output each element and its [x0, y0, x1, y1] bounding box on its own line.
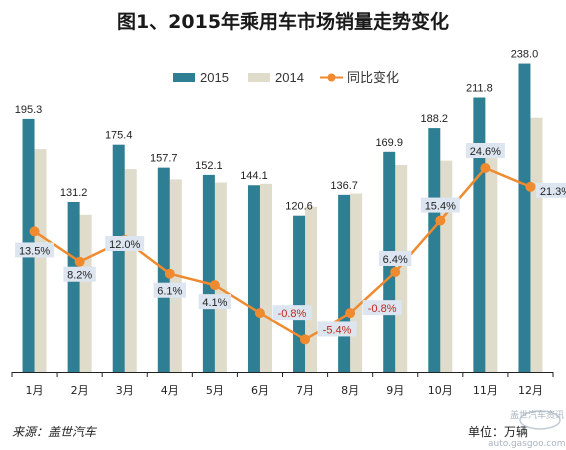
bar-2015 [202, 174, 215, 372]
bar-2014 [530, 117, 543, 373]
x-tick-label: 2月 [71, 384, 89, 397]
x-tick-label: 12月 [518, 384, 543, 397]
watermark: 盖世汽车资讯 auto.gasgoo.com [488, 409, 566, 449]
yoy-label-box [153, 282, 186, 298]
bar-2014 [79, 214, 92, 372]
bar-2014 [124, 169, 137, 372]
yoy-label-box [272, 305, 312, 321]
yoy-label-box [63, 266, 96, 282]
x-tick-label: 9月 [386, 384, 404, 397]
yoy-label: 24.6% [470, 146, 501, 158]
yoy-label-box [535, 182, 566, 198]
x-tick-label: 11月 [473, 384, 498, 397]
yoy-label: 12.0% [109, 239, 140, 251]
bar-2014 [259, 183, 272, 372]
x-tick-label: 10月 [428, 384, 453, 397]
yoy-point [300, 334, 311, 345]
yoy-label-box [198, 294, 232, 310]
yoy-label: -0.8% [368, 303, 397, 315]
watermark-text-2: auto.gasgoo.com [488, 439, 566, 449]
yoy-point [345, 308, 356, 319]
bar-2014 [440, 160, 453, 372]
yoy-label: -5.4% [323, 324, 352, 336]
yoy-label-box [420, 197, 460, 213]
bar-value-label: 238.0 [511, 49, 539, 61]
yoy-label-box [379, 251, 412, 266]
yoy-label: 6.4% [383, 254, 408, 266]
x-tick-label: 3月 [116, 384, 134, 397]
yoy-label: 21.3% [540, 186, 566, 198]
yoy-label: 15.4% [425, 201, 456, 213]
legend: 2015 2014 同比变化 [173, 70, 399, 85]
gasgoo-logo [519, 410, 561, 430]
yoy-point [480, 163, 491, 173]
bar-value-label: 169.9 [375, 137, 403, 149]
bar-2015 [293, 215, 306, 372]
legend-label-2015: 2015 [200, 70, 229, 85]
yoy-point [164, 268, 175, 279]
source-note: 来源：盖世汽车 [12, 425, 98, 439]
yoy-point [254, 308, 265, 319]
x-tick-label: 4月 [161, 384, 179, 397]
yoy-label: -0.8% [278, 308, 307, 320]
x-tick-label: 1月 [26, 384, 44, 397]
yoy-point [390, 267, 401, 277]
bar-value-label: 152.1 [195, 160, 223, 172]
bar-value-label: 211.8 [466, 83, 493, 95]
bar-value-label: 120.6 [285, 201, 313, 213]
bar-2014 [485, 151, 498, 372]
x-tick-label: 6月 [251, 384, 269, 397]
legend-label-yoy: 同比变化 [347, 70, 399, 85]
bar-value-label: 136.7 [330, 180, 358, 192]
bar-2015 [473, 97, 486, 372]
bar-value-label: 195.3 [15, 104, 43, 116]
plot-area: 195.3 1月 131.2 2月 175.4 3月 157.7 4月 152.1 5月 144.1… [11, 49, 566, 397]
legend-marker-yoy [327, 73, 336, 82]
yoy-point [209, 280, 220, 291]
bar-2014 [34, 149, 47, 372]
watermark-text-1: 盖世汽车资讯 [510, 409, 564, 421]
yoy-label-box [15, 242, 55, 258]
yoy-label: 4.1% [202, 297, 227, 309]
bar-value-label: 144.1 [240, 170, 268, 182]
yoy-label-box [317, 321, 357, 337]
legend-label-2014: 2014 [275, 70, 304, 85]
bar-2014 [214, 182, 227, 372]
yoy-label-box [465, 143, 505, 158]
yoy-label-box [362, 300, 402, 316]
bar-2014 [395, 164, 408, 372]
yoy-label: 13.5% [19, 245, 50, 257]
legend-swatch-2014 [248, 73, 270, 82]
chart-title: 图1、2015年乘用车市场销量走势变化 [117, 10, 449, 33]
bar-2015 [338, 194, 351, 372]
x-tick-label: 7月 [296, 384, 314, 397]
yoy-label: 8.2% [67, 270, 92, 282]
bar-2015 [428, 128, 441, 372]
bar-2015 [67, 201, 80, 372]
bar-2015 [247, 185, 260, 372]
legend-swatch-2015 [173, 73, 195, 82]
yoy-point [29, 226, 40, 237]
yoy-point [435, 215, 446, 226]
bar-value-label: 157.7 [150, 153, 178, 165]
yoy-point [74, 256, 85, 267]
bar-value-label: 175.4 [105, 130, 133, 142]
yoy-label-box [105, 236, 145, 251]
x-tick-label: 5月 [206, 384, 224, 397]
bar-2014 [305, 206, 318, 372]
unit-note: 单位：万辆 [468, 424, 528, 439]
x-tick-label: 8月 [341, 384, 359, 397]
bar-2015 [518, 63, 531, 372]
bar-value-label: 131.2 [60, 187, 88, 199]
yoy-label: 6.1% [157, 286, 182, 298]
bar-value-label: 188.2 [421, 113, 449, 125]
bar-2014 [350, 193, 363, 372]
bar-2015 [112, 144, 125, 372]
yoy-point [525, 181, 536, 192]
